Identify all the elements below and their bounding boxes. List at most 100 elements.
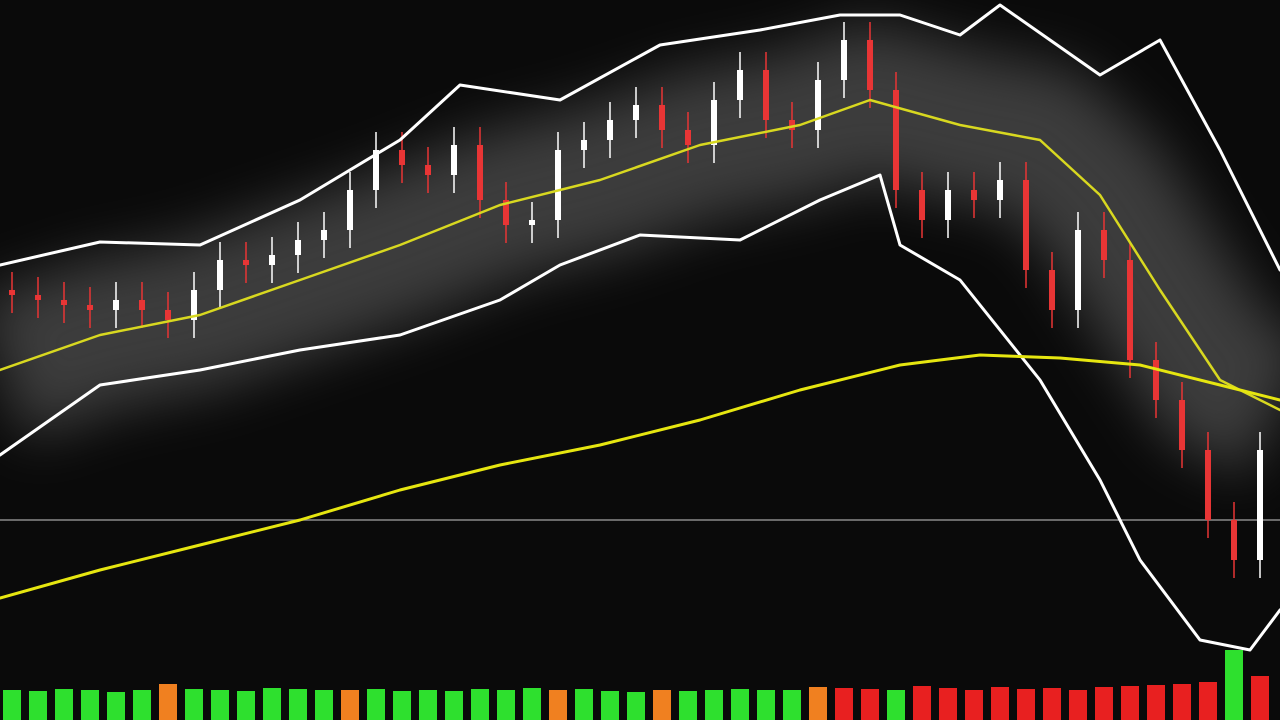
volume-bar (549, 690, 567, 720)
candle-body (61, 300, 67, 305)
candle-body (685, 130, 691, 145)
volume-bar (705, 690, 723, 720)
volume-bar (757, 690, 775, 720)
candle-body (9, 290, 15, 295)
candle-body (295, 240, 301, 255)
candle-body (1153, 360, 1159, 400)
volume-bar (1251, 676, 1269, 720)
volume-bar (835, 688, 853, 720)
volume-bar (107, 692, 125, 720)
indicator-line (0, 3, 1280, 272)
volume-bar (809, 687, 827, 720)
volume-bar (861, 689, 879, 720)
volume-bar (29, 691, 47, 720)
volume-bar (1147, 685, 1165, 720)
candle-body (555, 150, 561, 220)
volume-bar (263, 688, 281, 720)
candle-body (815, 80, 821, 130)
candle-body (945, 190, 951, 220)
volume-bar (81, 690, 99, 720)
candle-body (217, 260, 223, 290)
candle-body (321, 230, 327, 240)
candle-body (1023, 180, 1029, 270)
volume-bar (1225, 650, 1243, 720)
candle-body (243, 260, 249, 265)
candle-body (269, 255, 275, 265)
volume-bar (627, 692, 645, 720)
volume-bar (575, 689, 593, 720)
candle-body (633, 105, 639, 120)
candle-body (451, 145, 457, 175)
volume-bar (133, 690, 151, 720)
candle-body (841, 40, 847, 80)
candle-body (1257, 450, 1263, 560)
candle-body (711, 100, 717, 145)
candle-body (347, 190, 353, 230)
candle-body (425, 165, 431, 175)
volume-bar (1043, 688, 1061, 720)
candle-body (529, 220, 535, 225)
candle-body (1049, 270, 1055, 310)
candle-body (1127, 260, 1133, 360)
volume-bar (237, 691, 255, 720)
candle-body (581, 140, 587, 150)
volume-bar (1095, 687, 1113, 720)
candle-body (87, 305, 93, 310)
candle-body (997, 180, 1003, 200)
volume-bar (315, 690, 333, 720)
volume-bar (991, 687, 1009, 720)
volume-bar (1121, 686, 1139, 720)
volume-bar (939, 688, 957, 720)
volume-bar (211, 690, 229, 720)
volume-bar (913, 686, 931, 720)
candle-body (1231, 520, 1237, 560)
volume-bar (471, 689, 489, 720)
volume-bar (289, 689, 307, 720)
candle-body (659, 105, 665, 130)
indicator-line (0, 98, 1280, 412)
candle-body (165, 310, 171, 320)
volume-bar (783, 690, 801, 720)
volume-bar (965, 690, 983, 720)
volume-bar (3, 690, 21, 720)
candle-body (789, 120, 795, 130)
candle-body (1205, 450, 1211, 520)
candle-body (737, 70, 743, 100)
volume-bar (1199, 682, 1217, 720)
candle-body (373, 150, 379, 190)
candle-body (867, 40, 873, 90)
indicator-line (0, 173, 1280, 652)
volume-bar (1069, 690, 1087, 720)
candle-body (191, 290, 197, 320)
volume-bar (523, 688, 541, 720)
candle-body (139, 300, 145, 310)
indicator-line (0, 353, 1280, 600)
volume-bar (887, 690, 905, 720)
candle-body (607, 120, 613, 140)
volume-bar (185, 689, 203, 720)
volume-bar (159, 684, 177, 720)
volume-bar (55, 689, 73, 720)
volume-bar (653, 690, 671, 720)
candle-body (503, 200, 509, 225)
volume-bar (367, 689, 385, 720)
candle-body (477, 145, 483, 200)
candle-body (919, 190, 925, 220)
candle-body (399, 150, 405, 165)
candle-body (971, 190, 977, 200)
volume-bar (601, 691, 619, 720)
volume-bar (1173, 684, 1191, 720)
candle-body (763, 70, 769, 120)
volume-bar (679, 691, 697, 720)
candle-body (1075, 230, 1081, 310)
volume-bar (497, 690, 515, 720)
volume-bar (341, 690, 359, 720)
volume-bar (1017, 689, 1035, 720)
volume-bar (445, 691, 463, 720)
volume-bar (393, 691, 411, 720)
candle-body (893, 90, 899, 190)
candle-body (113, 300, 119, 310)
volume-bar (419, 690, 437, 720)
candle-body (35, 295, 41, 300)
